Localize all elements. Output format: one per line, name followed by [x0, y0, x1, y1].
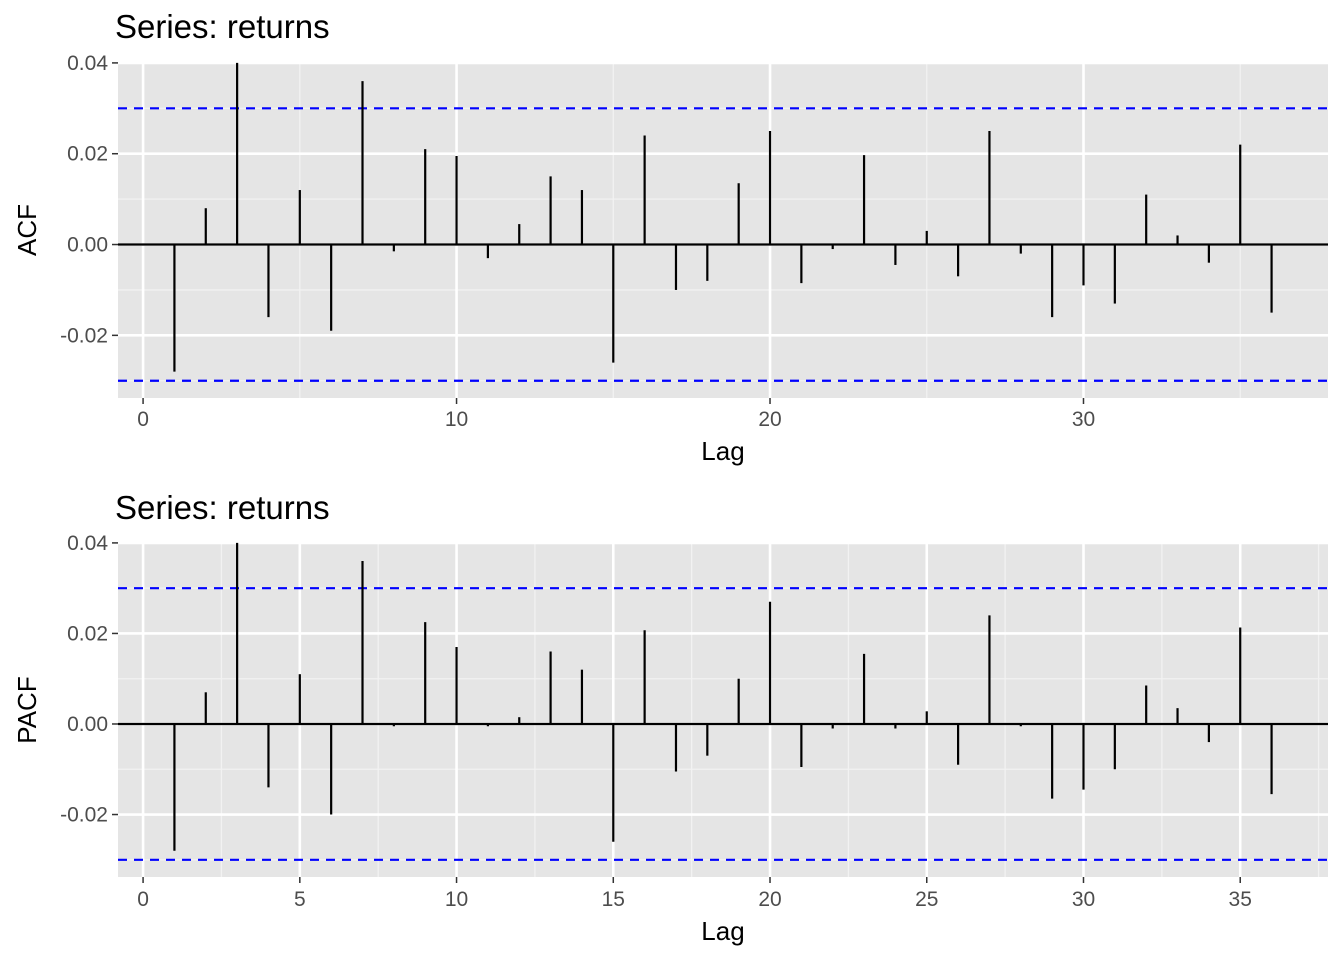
- pacf-title: Series: returns: [115, 489, 330, 526]
- pacf-y-tick-label: -0.02: [60, 804, 108, 827]
- pacf-x-tick-label: 5: [294, 888, 306, 911]
- pacf-y-tick-label: 0.00: [67, 713, 108, 736]
- pacf-x-tick-label: 20: [758, 888, 781, 911]
- acf-title: Series: returns: [115, 8, 330, 45]
- pacf-x-tick-label: 10: [445, 888, 468, 911]
- acf-x-tick-label: 10: [445, 408, 468, 431]
- acf-y-tick-label: 0.02: [67, 143, 108, 166]
- acf-x-tick-label: 20: [758, 408, 781, 431]
- pacf-x-tick-label: 15: [602, 888, 625, 911]
- pacf-x-tick-label: 30: [1072, 888, 1095, 911]
- acf-y-tick-label: 0.04: [67, 52, 108, 75]
- acf-x-axis-label: Lag: [701, 436, 744, 466]
- pacf-x-tick-label: 0: [137, 888, 149, 911]
- pacf-x-tick-label: 35: [1229, 888, 1252, 911]
- acf-x-tick-label: 0: [137, 408, 149, 431]
- acf-y-tick-label: -0.02: [60, 324, 108, 347]
- acf-plot-background: [118, 62, 1328, 398]
- pacf-y-tick-label: 0.04: [67, 532, 108, 555]
- acf-x-tick-label: 30: [1072, 408, 1095, 431]
- pacf-x-tick-label: 25: [915, 888, 938, 911]
- acf-y-axis-label: ACF: [12, 204, 42, 256]
- pacf-y-tick-label: 0.02: [67, 622, 108, 645]
- pacf-panel: 0.04 0.02 0.00 -0.02 0 5 10 15 20 25 30 35 Series: r…: [12, 489, 1328, 946]
- pacf-y-axis-label: PACF: [12, 676, 42, 743]
- pacf-plot-background: [118, 542, 1328, 877]
- acf-y-tick-label: 0.00: [67, 234, 108, 257]
- pacf-x-axis-label: Lag: [701, 916, 744, 946]
- acf-panel: 0.04 0.02 0.00 -0.02 0 10 20 30 Series: returns L…: [12, 8, 1328, 466]
